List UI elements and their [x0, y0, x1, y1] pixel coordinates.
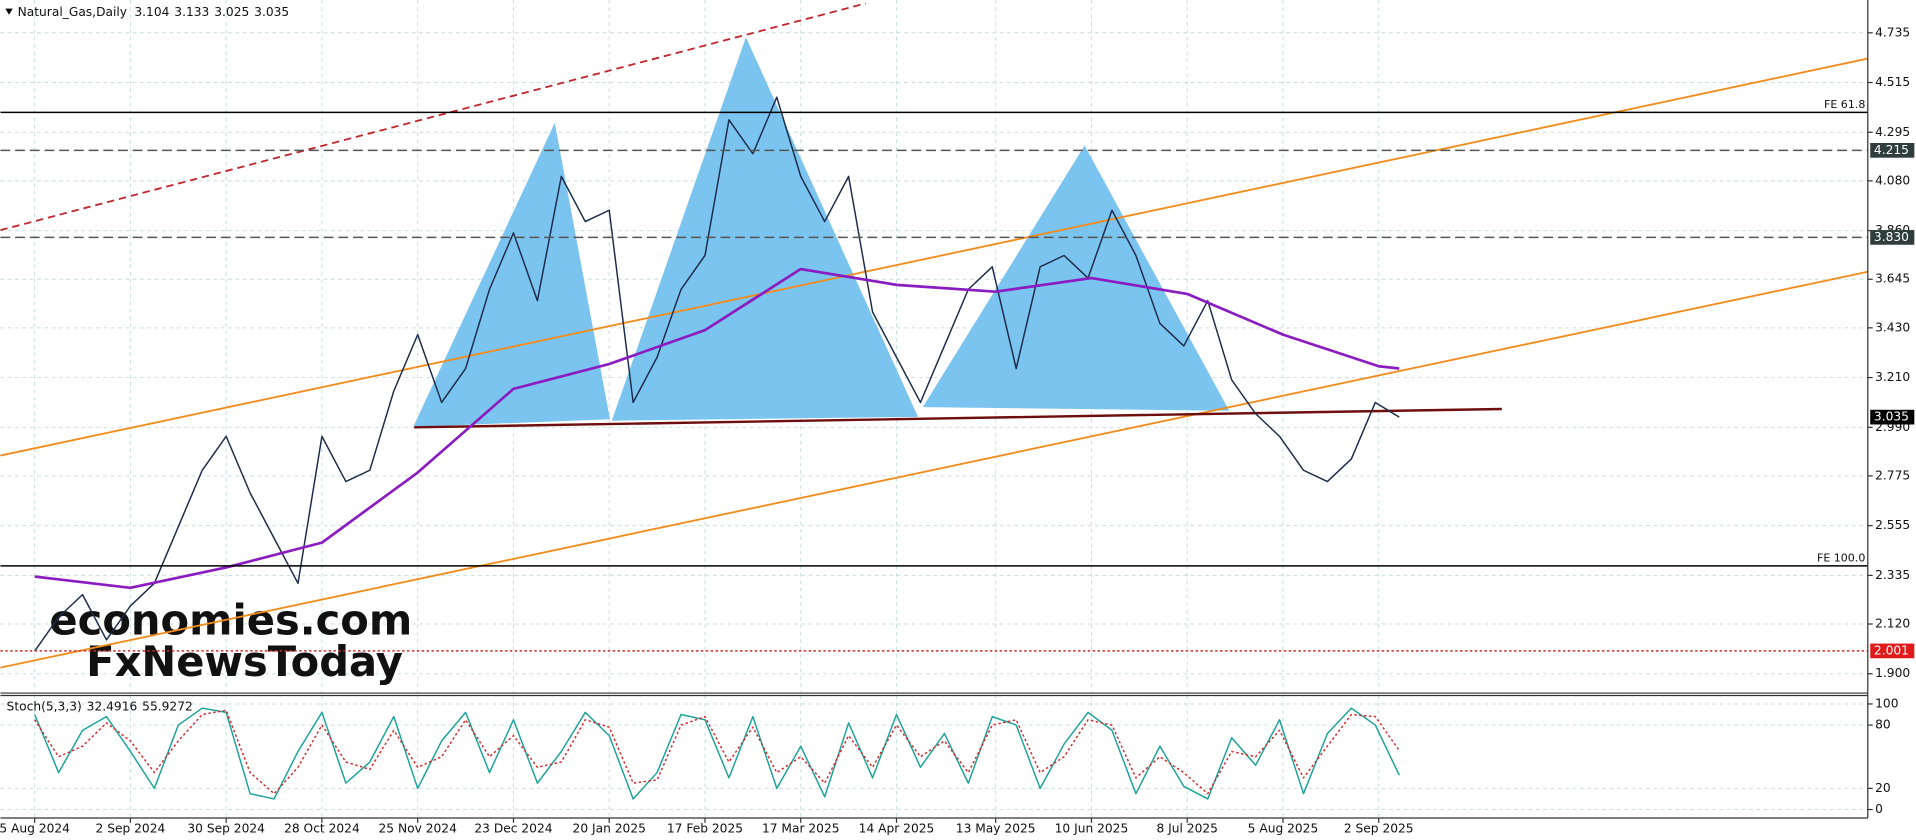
price-box — [1870, 143, 1915, 158]
x-tick-label: 2 Sep 2024 — [96, 821, 166, 835]
x-tick-label: 10 Jun 2025 — [1055, 821, 1129, 835]
indicator-header: Stoch(5,3,3) 32.4916 55.9272 — [7, 699, 193, 713]
high: 3.133 — [174, 5, 209, 19]
level-label: FE 61.8 — [1824, 98, 1865, 111]
trend-line — [0, 270, 1868, 669]
stoch-line — [34, 709, 1400, 795]
x-tick-label: 20 Jan 2025 — [573, 821, 646, 835]
pattern-triangle — [413, 122, 610, 427]
y-tick-label: 3.210 — [1875, 370, 1910, 384]
trend-line — [0, 2, 866, 232]
price-box — [1870, 643, 1915, 659]
price-box-label: 4.215 — [1874, 143, 1909, 157]
price-box-label: 2.001 — [1874, 643, 1909, 657]
low: 3.025 — [214, 5, 249, 19]
trend-line — [414, 407, 1502, 429]
x-tick-label: 13 May 2025 — [956, 821, 1036, 835]
axis-layer: 5 Aug 2024 2 Sep 2024 30 Sep 2024 28 Oct 20… — [0, 25, 1915, 835]
open: 3.104 — [134, 5, 169, 19]
y-tick-label: 2.120 — [1875, 617, 1910, 631]
symbol: Natural_Gas,Daily — [18, 5, 127, 19]
x-tick-label: 30 Sep 2024 — [187, 821, 265, 835]
stoch-line — [33, 707, 1400, 800]
x-tick-label: 8 Jul 2025 — [1156, 821, 1217, 835]
x-tick-label: 23 Dec 2024 — [474, 821, 552, 835]
y-tick-label: 3.645 — [1875, 272, 1910, 286]
x-tick-label: 28 Oct 2024 — [284, 821, 360, 835]
pattern-triangle — [611, 37, 918, 421]
y-tick-label: 4.515 — [1875, 75, 1910, 89]
y-tick-label: 20 — [1875, 781, 1891, 795]
x-tick-label: 14 Apr 2025 — [859, 821, 935, 835]
trend-line — [0, 57, 1868, 457]
price-line — [34, 267, 1400, 590]
watermark: FxNewsToday — [86, 637, 403, 686]
pattern-triangle — [922, 145, 1230, 411]
x-tick-label: 17 Mar 2025 — [762, 821, 840, 835]
y-tick-label: 3.430 — [1875, 320, 1910, 334]
current-price-label: 3.035 — [1874, 410, 1909, 424]
y-tick-label: 2.775 — [1875, 468, 1910, 482]
x-tick-label: 5 Aug 2024 — [0, 821, 70, 835]
y-tick-label: 80 — [1875, 718, 1891, 732]
watermark-layer: economies.com FxNewsToday — [49, 595, 412, 686]
x-tick-label: 25 Nov 2024 — [379, 821, 458, 835]
price-box — [1870, 230, 1915, 245]
x-tick-label: 5 Aug 2025 — [1248, 821, 1319, 835]
price-box-label: 3.830 — [1874, 230, 1909, 244]
y-tick-label: 4.080 — [1875, 173, 1910, 187]
x-tick-label: 17 Feb 2025 — [667, 821, 743, 835]
chart-header: Natural_Gas,Daily 3.104 3.133 3.025 3.035 — [18, 5, 290, 19]
stoch-d: 55.9272 — [142, 699, 193, 713]
y-tick-label: 2.555 — [1875, 518, 1910, 532]
stoch-k: 32.4916 — [87, 699, 138, 713]
level-label: FE 100.0 — [1817, 552, 1865, 565]
current-price-box — [1870, 409, 1915, 425]
y-tick-label: 100 — [1875, 696, 1898, 710]
close: 3.035 — [254, 5, 289, 19]
y-tick-label: 1.900 — [1875, 666, 1910, 680]
indicator-name: Stoch(5,3,3) — [7, 699, 82, 713]
plot-layer: FE 61.8 FE 100.0 — [0, 96, 1868, 800]
drawings-layer — [0, 2, 1868, 669]
price-line — [34, 96, 1400, 652]
collapse-icon[interactable] — [5, 8, 13, 15]
y-tick-label: 0 — [1875, 802, 1883, 816]
y-tick-label: 4.295 — [1875, 125, 1910, 139]
y-tick-label: 2.335 — [1875, 568, 1910, 582]
x-tick-label: 2 Sep 2025 — [1344, 821, 1414, 835]
y-tick-label: 4.735 — [1875, 25, 1910, 39]
